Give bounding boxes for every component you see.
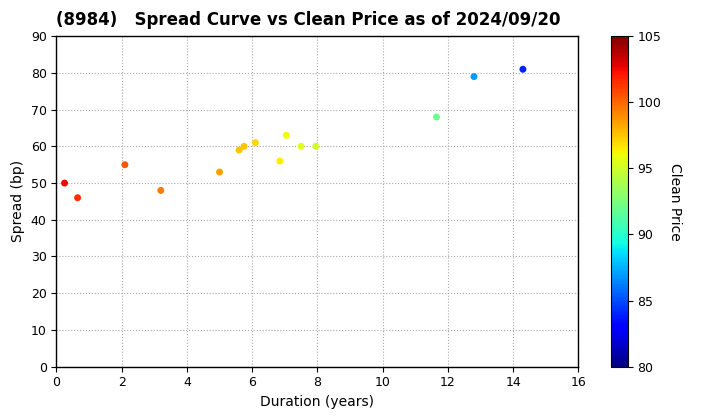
Point	[310, 143, 322, 150]
Point	[431, 114, 442, 121]
Point	[517, 66, 528, 73]
Point	[238, 143, 250, 150]
Point	[214, 169, 225, 176]
Text: (8984)   Spread Curve vs Clean Price as of 2024/09/20: (8984) Spread Curve vs Clean Price as of…	[56, 11, 561, 29]
Point	[59, 180, 71, 186]
Point	[72, 194, 84, 201]
Point	[281, 132, 292, 139]
Point	[119, 161, 130, 168]
Point	[295, 143, 307, 150]
Point	[233, 147, 245, 153]
Point	[274, 158, 286, 164]
Y-axis label: Spread (bp): Spread (bp)	[11, 160, 25, 242]
Point	[155, 187, 166, 194]
X-axis label: Duration (years): Duration (years)	[261, 395, 374, 409]
Point	[250, 139, 261, 146]
Y-axis label: Clean Price: Clean Price	[668, 163, 682, 240]
Point	[468, 73, 480, 80]
